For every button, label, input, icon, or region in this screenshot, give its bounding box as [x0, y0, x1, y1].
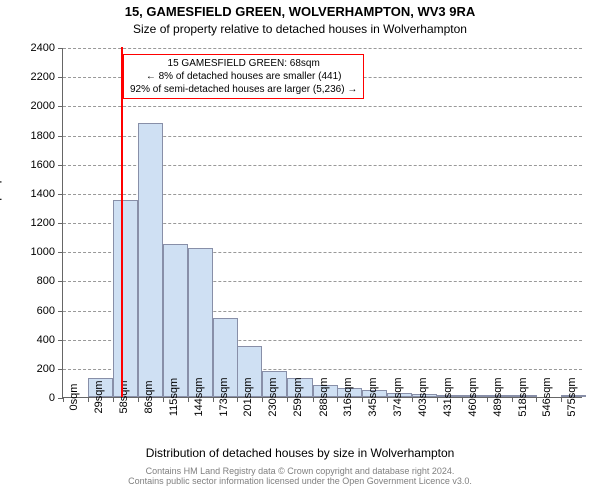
x-tick-label: 575sqm — [561, 377, 578, 416]
y-axis-label: Number of detached properties — [0, 55, 2, 405]
y-tick-label: 800 — [37, 275, 63, 287]
x-tick-label: 144sqm — [188, 377, 205, 416]
gridline — [63, 48, 582, 49]
x-tick-label: 518sqm — [512, 377, 529, 416]
y-tick-label: 0 — [49, 392, 63, 404]
x-tick-label: 173sqm — [213, 377, 230, 416]
x-tick-label: 201sqm — [237, 377, 254, 416]
x-tick-label: 115sqm — [163, 378, 180, 416]
property-marker-line — [121, 47, 123, 397]
histogram-bar — [188, 248, 213, 397]
x-tick-label: 288sqm — [313, 377, 330, 416]
gridline — [63, 106, 582, 107]
histogram-bar — [163, 244, 188, 397]
x-tick-label: 29sqm — [88, 380, 105, 413]
y-tick-label: 1200 — [31, 217, 63, 229]
annotation-line: 92% of semi-detached houses are larger (… — [130, 83, 357, 96]
y-tick-label: 2000 — [31, 100, 63, 112]
x-tick-label: 316sqm — [337, 377, 354, 416]
x-tick-label: 230sqm — [262, 377, 279, 416]
footer-line-1: Contains HM Land Registry data © Crown c… — [0, 466, 600, 476]
y-tick-label: 400 — [37, 334, 63, 346]
x-tick-label: 489sqm — [487, 377, 504, 416]
footer-line-2: Contains public sector information licen… — [0, 476, 600, 486]
x-tick-label: 546sqm — [536, 377, 553, 416]
chart-title: 15, GAMESFIELD GREEN, WOLVERHAMPTON, WV3… — [0, 4, 600, 19]
x-tick-label: 374sqm — [387, 377, 404, 416]
annotation-line: 15 GAMESFIELD GREEN: 68sqm — [130, 57, 357, 70]
x-axis-label: Distribution of detached houses by size … — [0, 446, 600, 460]
x-tick-label: 403sqm — [412, 377, 429, 416]
chart-subtitle: Size of property relative to detached ho… — [0, 22, 600, 36]
y-tick-label: 1800 — [31, 130, 63, 142]
plot-area: 0200400600800100012001400160018002000220… — [62, 48, 582, 398]
y-tick-label: 2400 — [31, 42, 63, 54]
x-tick-label: 0sqm — [63, 384, 80, 411]
annotation-box: 15 GAMESFIELD GREEN: 68sqm← 8% of detach… — [123, 54, 364, 99]
y-tick-label: 1000 — [31, 246, 63, 258]
y-tick-label: 200 — [37, 363, 63, 375]
footer: Contains HM Land Registry data © Crown c… — [0, 466, 600, 486]
histogram-bar — [113, 200, 138, 397]
y-tick-label: 2200 — [31, 71, 63, 83]
x-tick-label: 460sqm — [462, 377, 479, 416]
x-tick-label: 259sqm — [287, 377, 304, 416]
histogram-bar — [138, 123, 163, 397]
x-tick-label: 345sqm — [362, 377, 379, 416]
chart-container: 15, GAMESFIELD GREEN, WOLVERHAMPTON, WV3… — [0, 0, 600, 500]
annotation-line: ← 8% of detached houses are smaller (441… — [130, 70, 357, 83]
y-tick-label: 1400 — [31, 188, 63, 200]
y-tick-label: 1600 — [31, 159, 63, 171]
x-tick-label: 86sqm — [138, 380, 155, 413]
x-tick-label: 431sqm — [437, 377, 454, 416]
y-tick-label: 600 — [37, 305, 63, 317]
